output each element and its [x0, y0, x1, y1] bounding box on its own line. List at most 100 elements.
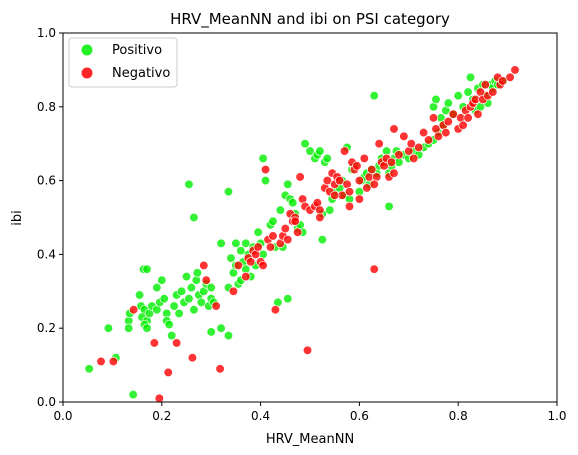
data-point-negativo: [322, 175, 332, 186]
data-point-positivo: [223, 330, 234, 341]
data-point-negativo: [201, 275, 211, 285]
data-point-negativo: [315, 212, 325, 223]
data-point-positivo: [283, 179, 293, 189]
data-point-negativo: [211, 301, 221, 311]
legend: Positivo Negativo: [68, 37, 178, 88]
data-point-positivo: [124, 323, 134, 333]
data-point-positivo: [300, 139, 310, 149]
data-point-positivo: [268, 216, 278, 226]
data-point-positivo: [184, 294, 194, 304]
data-point-positivo: [463, 87, 473, 97]
data-point-positivo: [196, 297, 206, 308]
data-point-positivo: [134, 290, 145, 300]
plot-frame: [62, 32, 558, 403]
data-point-positivo: [169, 301, 179, 311]
data-point-positivo: [443, 98, 453, 108]
data-point-positivo: [275, 205, 286, 215]
chart-title: HRV_MeanNN and ibi on PSI category: [170, 10, 450, 29]
data-point-positivo: [325, 205, 335, 215]
data-point-positivo: [258, 153, 268, 164]
data-point-positivo: [186, 282, 197, 293]
legend-label-negativo: Negativo: [112, 66, 170, 81]
data-point-positivo: [384, 201, 394, 212]
x-axis-label: HRV_MeanNN: [266, 432, 354, 447]
data-point-positivo: [465, 72, 476, 82]
data-point-negativo: [428, 113, 439, 123]
data-point-positivo: [84, 364, 94, 374]
data-point-negativo: [473, 109, 483, 119]
data-point-positivo: [142, 264, 152, 274]
data-point-negativo: [290, 216, 300, 226]
legend-box: [68, 37, 178, 88]
data-point-negativo: [171, 338, 182, 348]
data-point-negativo: [295, 172, 305, 182]
data-point-positivo: [206, 282, 216, 293]
data-point-negativo: [510, 65, 520, 75]
data-point-negativo: [128, 305, 139, 315]
data-point-positivo: [216, 238, 226, 248]
data-point-negativo: [260, 164, 271, 175]
data-point-positivo: [241, 238, 251, 248]
x-tick-label: 0.2: [152, 409, 171, 423]
data-point-positivo: [226, 253, 236, 263]
data-point-positivo: [184, 179, 194, 189]
x-tick-label: 0.0: [53, 409, 72, 423]
data-point-positivo: [103, 323, 114, 333]
data-point-negativo: [367, 164, 377, 175]
data-point-positivo: [189, 212, 199, 223]
data-point-positivo: [260, 175, 271, 186]
data-point-negativo: [505, 72, 515, 82]
data-point-negativo: [374, 139, 384, 149]
data-point-negativo: [463, 113, 473, 123]
data-point-negativo: [409, 153, 419, 164]
data-point-negativo: [423, 135, 434, 145]
data-point-negativo: [215, 364, 225, 374]
data-point-negativo: [354, 175, 365, 186]
data-point-positivo: [305, 146, 315, 156]
data-point-negativo: [369, 264, 379, 274]
data-point-negativo: [448, 109, 458, 119]
data-point-positivo: [216, 323, 226, 333]
data-point-negativo: [241, 271, 251, 282]
y-tick-label: 0.2: [37, 321, 56, 335]
data-point-positivo: [159, 294, 169, 304]
data-point-negativo: [443, 116, 453, 127]
data-point-negativo: [265, 242, 276, 252]
data-point-positivo: [142, 323, 152, 333]
data-point-positivo: [157, 275, 167, 285]
y-tick-label: 0.8: [37, 100, 56, 114]
data-point-negativo: [354, 194, 365, 204]
legend-marker-positivo: [81, 44, 93, 56]
data-point-positivo: [236, 246, 246, 256]
data-point-positivo: [174, 308, 184, 319]
data-point-negativo: [187, 353, 198, 363]
x-tick-label: 1.0: [547, 409, 566, 423]
data-point-negativo: [414, 142, 424, 153]
data-point-negativo: [344, 187, 355, 197]
data-point-positivo: [206, 327, 216, 337]
x-tick-label: 0.8: [449, 409, 468, 423]
data-point-negativo: [149, 338, 160, 348]
data-point-negativo: [344, 201, 355, 212]
data-point-negativo: [339, 146, 350, 156]
y-tick-label: 0.6: [37, 174, 56, 188]
data-point-positivo: [192, 268, 203, 278]
x-tick-label: 0.6: [350, 409, 369, 423]
legend-label-positivo: Positivo: [112, 43, 162, 58]
data-point-positivo: [283, 294, 293, 304]
y-tick-label: 0.0: [37, 395, 56, 409]
data-point-negativo: [334, 175, 345, 186]
plot-area: [63, 33, 557, 402]
y-tick-label: 1.0: [37, 26, 56, 40]
data-point-positivo: [181, 271, 192, 282]
data-point-negativo: [362, 183, 372, 193]
data-point-negativo: [406, 139, 416, 149]
data-point-negativo: [352, 161, 362, 171]
y-tick-label: 0.4: [37, 247, 56, 261]
x-axis-ticks: 0.0 0.2 0.4 0.6 0.8 1.0: [53, 402, 567, 423]
data-point-negativo: [458, 120, 468, 130]
data-point-positivo: [164, 319, 174, 330]
data-point-positivo: [189, 305, 199, 315]
data-point-positivo: [453, 91, 463, 101]
